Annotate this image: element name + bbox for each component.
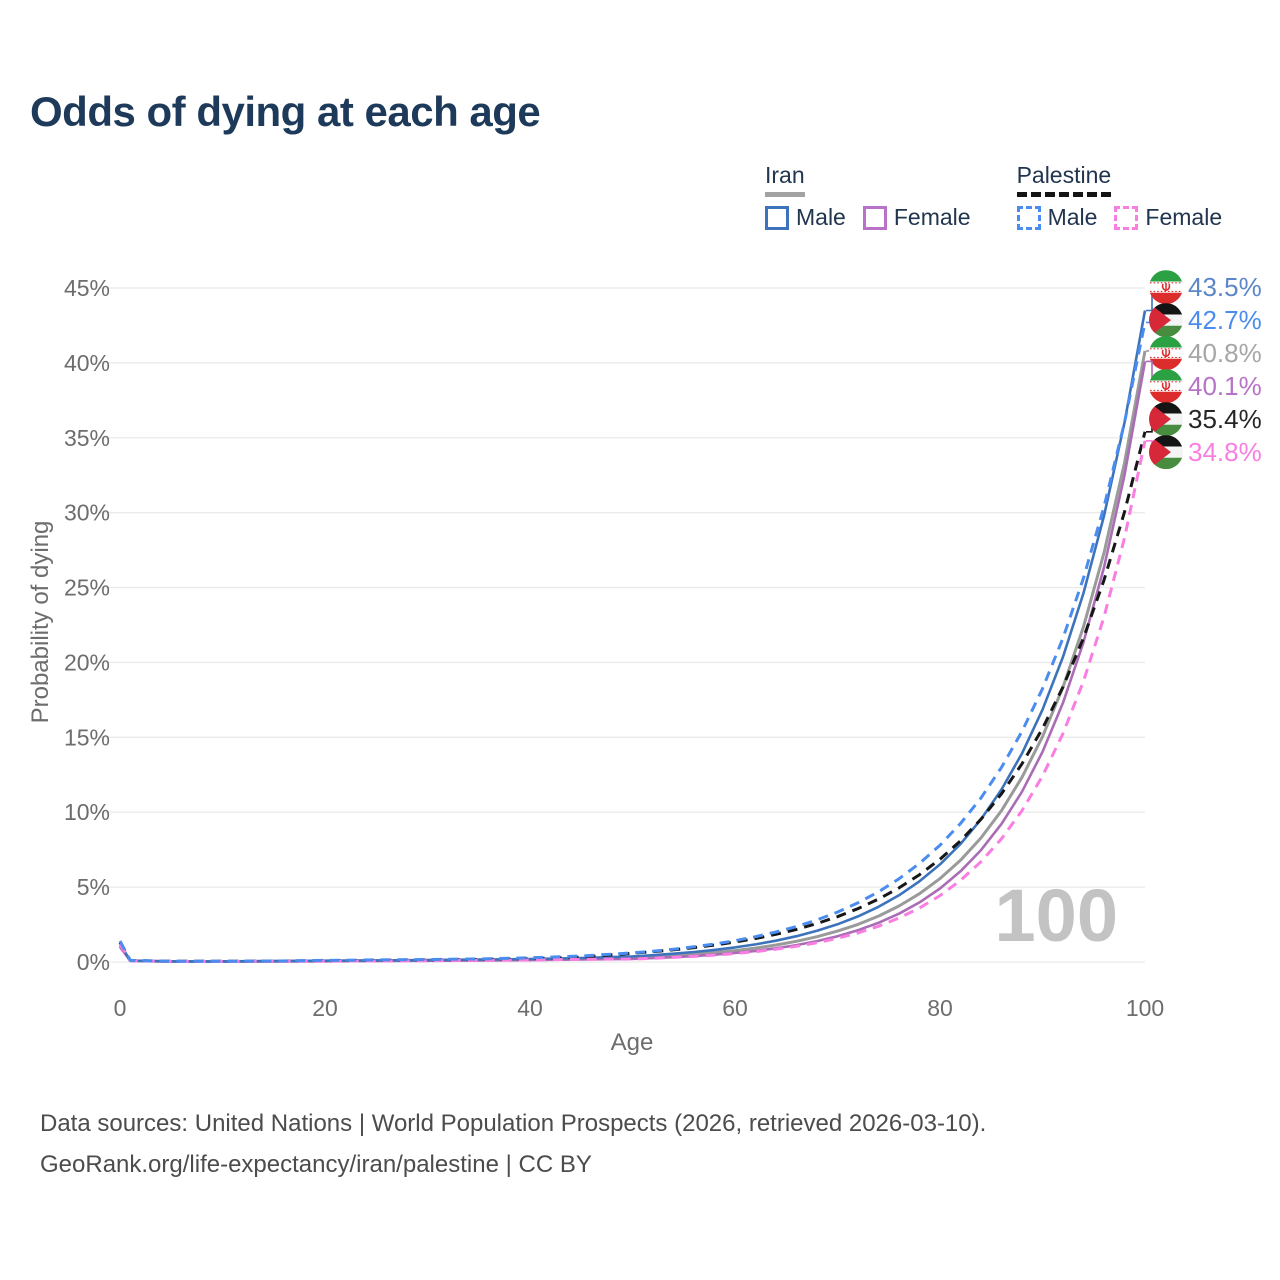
footer-license-line: GeoRank.org/life-expectancy/iran/palesti… [40,1151,592,1178]
flag-icon-palestine [1149,402,1183,437]
end-label-iran-male: 43.5% [1188,272,1262,302]
y-tick-label: 20% [64,649,110,675]
legend-item-label: Male [796,204,846,230]
series-line-iran-total [118,350,1147,963]
x-axis-title: Age [611,1029,654,1056]
age-watermark: 100 [995,874,1118,957]
end-label-palestine-female: 34.8% [1188,437,1262,467]
y-tick-label: 45% [64,275,110,301]
legend-item-label: Female [1145,204,1223,230]
x-tick-label: 20 [312,995,338,1021]
y-tick-label: 10% [64,799,110,825]
end-label-iran-total: 40.8% [1188,338,1262,368]
flag-icon-palestine [1149,303,1183,338]
y-axis-title: Probability of dying [27,521,54,724]
x-tick-label: 100 [1126,995,1164,1021]
y-tick-label: 5% [77,874,110,900]
footer-source-line: Data sources: United Nations | World Pop… [40,1110,987,1137]
y-tick-label: 40% [64,350,110,376]
flag-icon-iran [1149,369,1183,404]
legend-item-label: Male [1047,204,1098,230]
legend-item-palestine-female[interactable]: Female [1114,204,1222,231]
end-label-palestine-male: 42.7% [1188,305,1262,335]
y-tick-label: 25% [64,575,110,601]
flag-icon-iran [1149,336,1183,371]
legend-item-palestine-male[interactable]: Male [1016,204,1098,231]
legend-group-palestine: Palestine Male Female [1016,162,1222,231]
x-tick-label: 0 [114,995,127,1021]
legend-group-iran: Iran Male Female [765,162,971,231]
legend-group-title-palestine: Palestine [1016,162,1112,197]
legend-item-iran-female[interactable]: Female [862,204,971,231]
end-label-iran-female: 40.1% [1188,371,1262,401]
x-tick-label: 80 [927,995,953,1021]
legend-swatch-palestine-female[interactable] [1114,205,1139,230]
legend-group-title-iran: Iran [765,162,805,197]
legend-item-label: Female [893,204,971,230]
legend-swatch-palestine-male[interactable] [1016,205,1041,230]
series-line-palestine-male [118,322,1147,963]
flag-icon-iran [1149,270,1183,305]
legend-swatch-iran-female[interactable] [862,205,887,230]
y-tick-label: 30% [64,500,110,526]
y-tick-label: 35% [64,425,110,451]
y-tick-label: 0% [77,949,110,975]
legend-swatch-iran-male[interactable] [765,205,789,230]
series-line-iran-male [118,310,1147,963]
legend-item-iran-male[interactable]: Male [765,204,846,231]
series-line-palestine-total [118,431,1147,963]
x-tick-label: 60 [722,995,748,1021]
chart-title: Odds of dying at each age [30,88,541,135]
series-line-palestine-female [118,440,1147,963]
y-tick-label: 15% [64,724,110,750]
end-label-palestine-total: 35.4% [1188,404,1262,434]
chart-legend: Iran Male Female Palestine Male [765,162,1222,231]
series-line-iran-female [118,361,1147,963]
x-tick-label: 40 [517,995,543,1021]
chart-footer: Data sources: United Nations | World Pop… [40,1103,986,1185]
flag-icon-palestine [1149,435,1183,470]
